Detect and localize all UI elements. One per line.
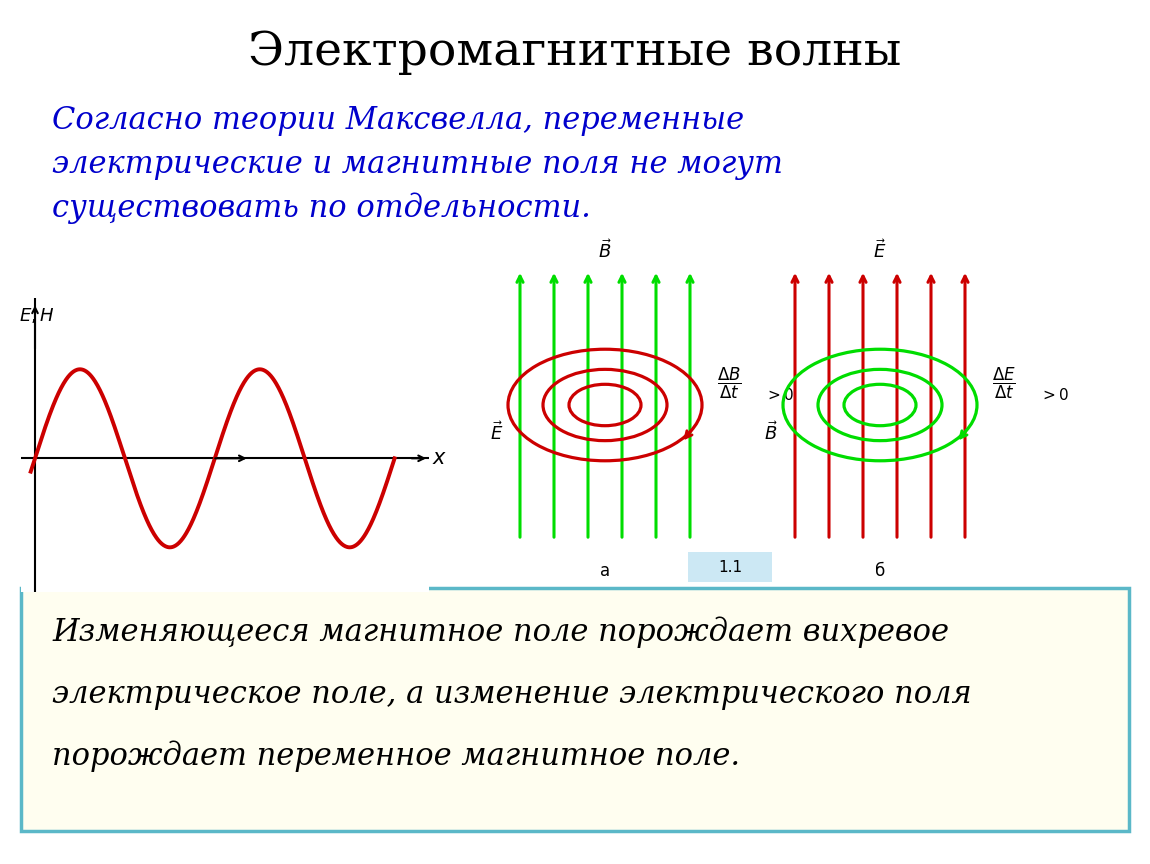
Text: $\dfrac{\Delta B}{\Delta t}$: $\dfrac{\Delta B}{\Delta t}$ bbox=[716, 365, 742, 401]
Text: а: а bbox=[600, 562, 610, 580]
Text: $\vec{E}$: $\vec{E}$ bbox=[873, 239, 887, 262]
Text: $> 0$: $> 0$ bbox=[1040, 387, 1070, 403]
FancyBboxPatch shape bbox=[21, 588, 1129, 831]
Text: $x$: $x$ bbox=[431, 448, 447, 468]
Text: Согласно теории Максвелла, переменные: Согласно теории Максвелла, переменные bbox=[52, 105, 744, 136]
Text: $E, H$: $E, H$ bbox=[20, 307, 55, 326]
Text: электрическое поле, а изменение электрического поля: электрическое поле, а изменение электрич… bbox=[52, 678, 972, 709]
FancyBboxPatch shape bbox=[688, 552, 772, 582]
Text: б: б bbox=[875, 562, 886, 580]
Text: порождает переменное магнитное поле.: порождает переменное магнитное поле. bbox=[52, 740, 741, 772]
Text: Изменяющееся магнитное поле порождает вихревое: Изменяющееся магнитное поле порождает ви… bbox=[52, 616, 949, 648]
Text: $> 0$: $> 0$ bbox=[765, 387, 795, 403]
Text: $\vec{B}$: $\vec{B}$ bbox=[598, 239, 612, 262]
Text: 1.1: 1.1 bbox=[718, 560, 742, 575]
Text: электрические и магнитные поля не могут: электрические и магнитные поля не могут bbox=[52, 149, 783, 180]
Text: $\vec{E}$: $\vec{E}$ bbox=[490, 422, 503, 444]
Text: $\dfrac{\Delta E}{\Delta t}$: $\dfrac{\Delta E}{\Delta t}$ bbox=[992, 365, 1015, 401]
Text: $\vec{B}$: $\vec{B}$ bbox=[764, 422, 779, 444]
Text: существовать по отдельности.: существовать по отдельности. bbox=[52, 192, 591, 224]
Text: Электромагнитные волны: Электромагнитные волны bbox=[248, 29, 902, 74]
